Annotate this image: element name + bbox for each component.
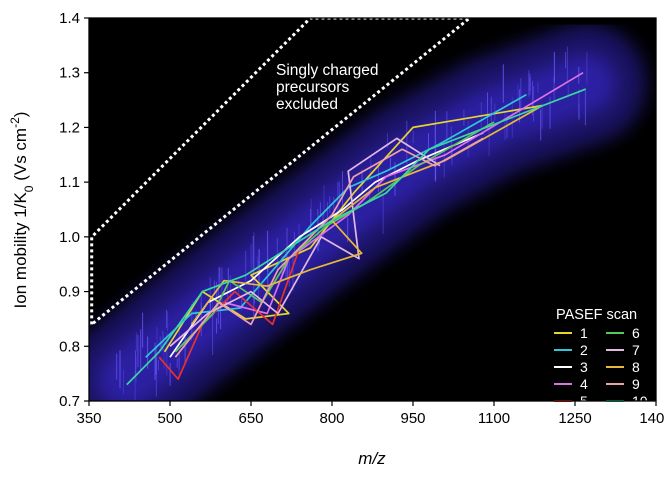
x-tick-label: 1250 [558,410,591,427]
y-tick-label: 0.9 [59,284,80,301]
y-axis-title-main: Ion mobility 1/K [11,192,30,309]
series-layer [126,71,587,386]
y-tick-label: 1.2 [59,119,80,136]
series-line-scan-9 [174,137,484,358]
y-tick-label: 0.7 [59,393,80,410]
annotation-line-3: excluded [276,96,338,113]
y-axis-title-subscript: 0 [22,185,36,192]
legend-title: PASEF scan [556,307,637,323]
x-tick-label: 650 [238,410,263,427]
y-tick-label: 0.8 [59,338,80,355]
series-line-scan-10 [126,88,587,386]
x-tick-label: 800 [319,410,344,427]
plot-frame [88,17,657,402]
x-axis-title: m/z [358,449,386,468]
legend-label-1: 1 [580,325,588,341]
series-line-scan-2 [145,93,527,358]
annotation-line-2: precursors [276,79,349,96]
y-axis-title-close: ) [11,112,30,118]
series-line-scan-8 [190,104,544,325]
x-tick-label: 500 [157,410,182,427]
x-tick-label: 350 [76,410,101,427]
y-tick-label: 1.4 [59,10,80,27]
x-tick-label: 1100 [478,410,510,427]
series-line-scan-7 [169,137,441,347]
series-line-scan-4 [180,71,584,347]
series-line-scan-1 [163,104,543,353]
y-tick-label: 1.3 [59,65,80,82]
y-axis-title: Ion mobility 1/K0 (Vs cm-2) [8,112,36,309]
y-tick-label: 1.0 [59,229,80,246]
legend-label-4: 4 [580,376,588,392]
legend-label-2: 2 [580,342,588,358]
y-tick-label: 1.1 [59,174,80,191]
x-tick-label: 950 [400,410,425,427]
y-axis: 0.7 0.8 0.9 1.0 1.1 1.2 1.3 1.4 [59,10,89,410]
annotation-line-1: Singly charged [276,62,379,79]
exclusion-annotation: Singly charged precursors excluded [276,62,379,113]
series-line-scan-3 [169,132,484,358]
legend-label-7: 7 [632,342,640,358]
legend-label-6: 6 [632,325,640,341]
legend-label-3: 3 [580,359,588,375]
y-axis-title-units: (Vs cm [11,128,30,186]
y-axis-title-superscript: -2 [8,117,22,128]
legend-label-8: 8 [632,359,640,375]
legend-label-9: 9 [632,376,640,392]
